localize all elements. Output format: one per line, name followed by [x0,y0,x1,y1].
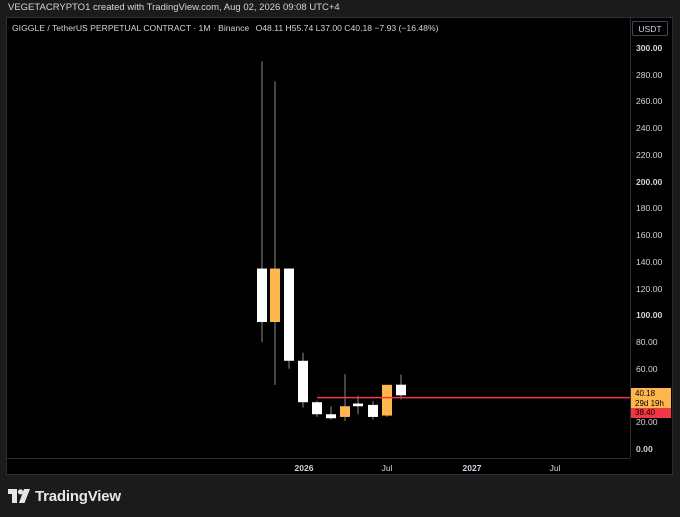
chart-header: VEGETACRYPTO1 created with TradingView.c… [8,2,340,13]
candle[interactable] [298,352,308,408]
candle[interactable] [257,61,267,343]
countdown-label: 29d 19h [635,398,664,408]
candle-body [312,402,322,415]
symbol-legend: GIGGLE / TetherUS PERPETUAL CONTRACT · 1… [12,23,438,33]
last-price-tag: 40.18 29d 19h [631,388,671,409]
chart-panel[interactable] [6,17,673,475]
candle-body [298,360,308,403]
time-tick-label: 2026 [294,463,314,473]
price-tick-label: 200.00 [636,176,663,187]
candle-body [382,384,392,416]
tradingview-logo-icon [8,489,30,503]
price-tick-label: 0.00 [636,444,653,454]
candle-body [340,406,350,417]
candle-body [326,414,336,419]
candle[interactable] [284,268,294,369]
candle[interactable] [270,81,280,385]
time-axis[interactable] [7,458,630,475]
time-tick-label: Jul [381,463,393,473]
price-tick-label: 20.00 [636,417,658,428]
candle-body [353,403,363,407]
candle[interactable] [353,395,363,415]
tradingview-footer[interactable]: TradingView [8,486,121,506]
candle-body [368,404,378,417]
price-tick-label: 220.00 [636,149,663,160]
price-tick-label: 60.00 [636,363,658,374]
line-price-tag: 38.40 [631,408,671,419]
candle[interactable] [312,400,322,417]
price-tick-label: 240.00 [636,123,663,134]
candle-body [270,268,280,323]
symbol-title[interactable]: GIGGLE / TetherUS PERPETUAL CONTRACT · 1… [12,23,250,33]
price-tick-label: 80.00 [636,337,658,348]
price-axis[interactable] [630,18,673,458]
price-tick-label: 260.00 [636,96,663,107]
candle[interactable] [368,400,378,420]
price-tick-label: 140.00 [636,256,663,267]
candle[interactable] [326,406,336,420]
candle-body [284,268,294,361]
time-tick-label: 2027 [462,463,482,473]
price-tick-label: 160.00 [636,230,663,241]
price-tick-label: 100.00 [636,310,663,321]
last-price-label: 40.18 [635,389,656,399]
candle[interactable] [382,384,392,417]
candle[interactable] [396,374,406,400]
price-tick-label: 300.00 [636,43,663,53]
ohlc-values: O48.11 H55.74 L37.00 C40.18 −7.93 (−16.4… [255,23,439,33]
candles-group [257,61,406,421]
time-tick-label: Jul [549,463,561,473]
currency-button[interactable]: USDT [632,21,668,36]
tradingview-brand: TradingView [35,487,121,505]
price-tick-label: 180.00 [636,203,663,214]
candle-body [396,384,406,396]
candle-body [257,268,267,323]
price-tick-label: 120.00 [636,283,663,294]
price-tick-label: 280.00 [636,69,663,80]
